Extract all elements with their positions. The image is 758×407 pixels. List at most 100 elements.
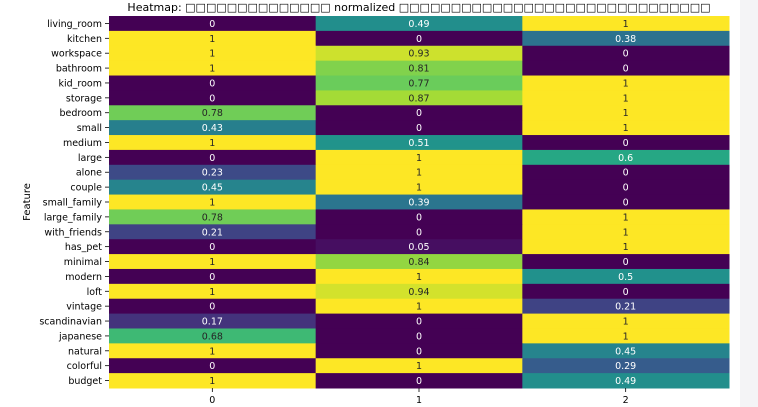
heatmap-cell bbox=[109, 373, 317, 389]
cell-value-label: 1 bbox=[623, 331, 629, 342]
heatmap-cell bbox=[522, 298, 730, 315]
heatmap-cell bbox=[315, 105, 523, 121]
heatmap-cell bbox=[315, 149, 523, 166]
y-tick-label: alone bbox=[76, 168, 102, 179]
cell-value-label: 0 bbox=[623, 287, 629, 298]
y-tick-label: has_pet bbox=[65, 242, 102, 253]
cell-value-label: 0 bbox=[209, 361, 215, 372]
cell-value-label: 1 bbox=[209, 49, 215, 60]
heatmap-cell bbox=[109, 90, 317, 106]
y-tick-label: living_room bbox=[47, 19, 102, 30]
cell-value-label: 0.49 bbox=[615, 376, 636, 387]
heatmap-cell bbox=[522, 90, 730, 106]
cell-value-label: 1 bbox=[209, 287, 215, 298]
heatmap-cell bbox=[109, 343, 317, 359]
cell-value-label: 0 bbox=[623, 64, 629, 75]
heatmap-cell bbox=[109, 224, 317, 240]
heatmap-cell bbox=[109, 135, 317, 151]
cell-value-label: 0.51 bbox=[408, 138, 429, 149]
cell-value-label: 0 bbox=[209, 272, 215, 283]
heatmap-cell bbox=[315, 254, 523, 270]
heatmap-cell bbox=[522, 283, 730, 300]
heatmap-cell bbox=[522, 120, 730, 136]
chart-title: Heatmap: □□□□□□□□□□□□□□ normalized □□□□□… bbox=[127, 1, 710, 14]
heatmap-cell bbox=[315, 164, 523, 181]
y-tick-label: small_family bbox=[43, 198, 103, 209]
heatmap-cell bbox=[109, 239, 317, 255]
cell-value-label: 0 bbox=[416, 34, 422, 45]
cell-value-label: 0.5 bbox=[618, 272, 633, 283]
heatmap-cell bbox=[522, 45, 730, 62]
y-tick-label: large_family bbox=[44, 212, 103, 223]
heatmap-cell bbox=[109, 75, 317, 91]
cell-value-label: 1 bbox=[209, 346, 215, 357]
cell-value-label: 0.39 bbox=[408, 198, 429, 209]
heatmap-cell bbox=[315, 75, 523, 91]
cell-value-label: 0 bbox=[416, 331, 422, 342]
heatmap-cell bbox=[109, 149, 317, 166]
heatmap-cell bbox=[522, 105, 730, 121]
heatmap-cell bbox=[522, 313, 730, 329]
heatmap-cell bbox=[522, 209, 730, 225]
cell-value-label: 0.94 bbox=[408, 287, 429, 298]
cell-value-label: 0 bbox=[416, 376, 422, 387]
y-tick-label: minimal bbox=[64, 257, 102, 268]
heatmap-cell bbox=[109, 328, 317, 344]
cell-value-label: 0 bbox=[209, 78, 215, 89]
heatmap-cell bbox=[109, 30, 317, 47]
heatmap-cell bbox=[522, 149, 730, 166]
heatmap-cell bbox=[109, 164, 317, 181]
cell-value-label: 0 bbox=[209, 153, 215, 164]
heatmap-cell bbox=[522, 328, 730, 344]
heatmap-cell bbox=[315, 343, 523, 359]
y-tick-label: vintage bbox=[66, 302, 102, 313]
cell-value-label: 1 bbox=[209, 138, 215, 149]
cell-value-label: 0.29 bbox=[615, 361, 636, 372]
cell-value-label: 1 bbox=[623, 19, 629, 30]
heatmap-cell bbox=[315, 224, 523, 240]
cell-value-label: 0.45 bbox=[202, 183, 223, 194]
heatmap-cell bbox=[315, 283, 523, 300]
cell-value-label: 0.78 bbox=[202, 212, 223, 223]
heatmap-cell bbox=[109, 105, 317, 121]
y-tick-label: couple bbox=[70, 183, 102, 194]
heatmap-cell bbox=[315, 209, 523, 225]
y-tick-label: kitchen bbox=[67, 34, 102, 45]
cell-value-label: 1 bbox=[416, 272, 422, 283]
cell-value-label: 1 bbox=[416, 361, 422, 372]
heatmap-cell bbox=[522, 164, 730, 181]
cell-value-label: 1 bbox=[209, 376, 215, 387]
y-tick-label: japanese bbox=[58, 331, 102, 342]
y-tick-label: storage bbox=[66, 93, 102, 104]
heatmap-cell bbox=[109, 254, 317, 270]
y-tick-label: small bbox=[77, 123, 102, 134]
cell-value-label: 0.6 bbox=[618, 153, 633, 164]
cell-value-label: 0 bbox=[623, 183, 629, 194]
cell-value-label: 0 bbox=[416, 108, 422, 119]
y-tick-label: kid_room bbox=[59, 78, 103, 89]
cell-value-label: 0.49 bbox=[408, 19, 429, 30]
cell-value-label: 0.21 bbox=[202, 227, 223, 238]
y-tick-label: scandinavian bbox=[39, 317, 102, 328]
cell-value-label: 0.77 bbox=[408, 78, 429, 89]
heatmap-cell bbox=[522, 30, 730, 47]
heatmap-cell bbox=[109, 358, 317, 374]
heatmap-cell bbox=[109, 298, 317, 315]
heatmap-cell bbox=[109, 268, 317, 285]
heatmap-cell bbox=[315, 45, 523, 62]
heatmap-cell bbox=[109, 179, 317, 196]
cell-value-label: 1 bbox=[416, 168, 422, 179]
y-tick-label: bedroom bbox=[60, 108, 102, 119]
cell-value-label: 0 bbox=[416, 227, 422, 238]
cell-value-label: 0.45 bbox=[615, 346, 636, 357]
heatmap-cell bbox=[522, 268, 730, 285]
cell-value-label: 0.84 bbox=[408, 257, 429, 268]
cell-value-label: 1 bbox=[623, 108, 629, 119]
heatmap-cell bbox=[522, 224, 730, 240]
cell-value-label: 0 bbox=[416, 317, 422, 328]
cell-value-label: 0 bbox=[623, 138, 629, 149]
heatmap-cell bbox=[315, 179, 523, 196]
heatmap-cell bbox=[522, 60, 730, 77]
y-tick-label: loft bbox=[87, 287, 103, 298]
